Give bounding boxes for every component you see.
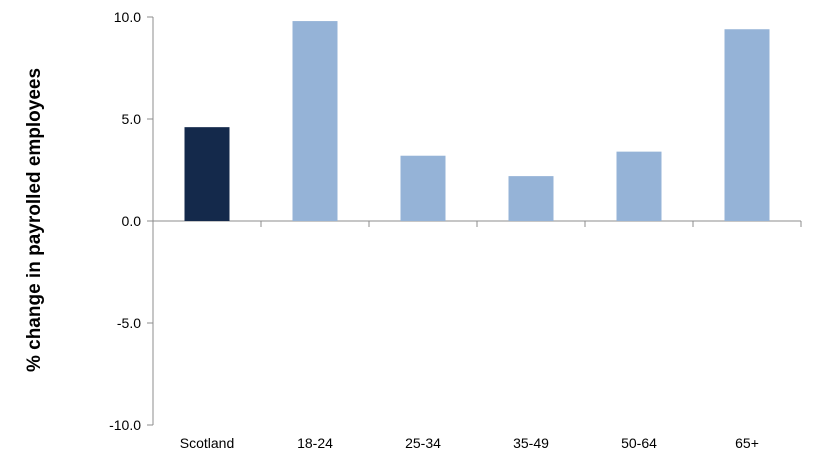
y-tick-label: 10.0 [114, 9, 141, 25]
bar-scotland [184, 127, 230, 221]
bar-35-49 [508, 176, 554, 221]
y-tick-label: 5.0 [122, 111, 142, 127]
bar-25-34 [400, 155, 446, 221]
x-tick-label: 50-64 [621, 435, 657, 451]
bar-50-64 [616, 151, 662, 221]
y-tick-label: 0.0 [122, 213, 142, 229]
x-tick-label: Scotland [180, 435, 234, 451]
bar-65- [724, 29, 770, 221]
y-tick-label: -10.0 [109, 417, 141, 433]
y-tick-label: -5.0 [117, 315, 141, 331]
x-tick-label: 18-24 [297, 435, 333, 451]
chart-marks: -10.0 -5.0 0.0 5.0 10.0 Scotland 18-24 25-34 35-… [109, 9, 802, 451]
y-axis-title: % change in payrolled employees [24, 68, 45, 372]
x-tick-label: 65+ [735, 435, 759, 451]
bar-18-24 [292, 21, 338, 221]
x-tick-label: 35-49 [513, 435, 549, 451]
x-tick-label: 25-34 [405, 435, 441, 451]
